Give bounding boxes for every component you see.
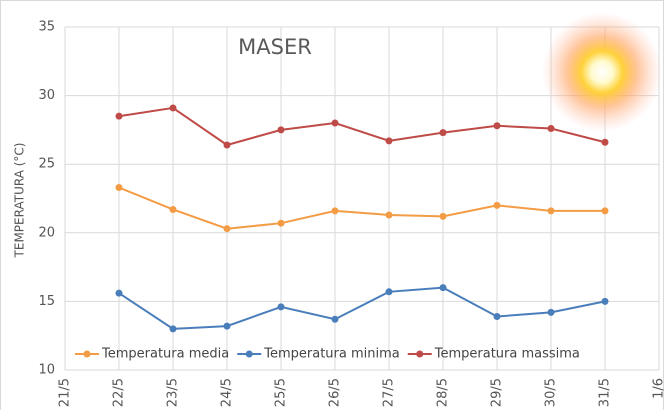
legend-label: Temperatura massima <box>434 347 580 362</box>
data-point <box>223 322 231 330</box>
x-tick-label: 23/5 <box>166 378 181 407</box>
data-point <box>493 122 501 130</box>
y-tick-label: 10 <box>38 363 55 378</box>
data-point <box>115 289 123 297</box>
x-tick-label: 31/5 <box>598 378 613 407</box>
data-point <box>601 138 609 146</box>
y-tick-label: 25 <box>38 157 55 172</box>
data-point <box>547 125 555 133</box>
data-point <box>493 201 501 209</box>
x-tick-label: 24/5 <box>220 378 235 407</box>
data-point <box>493 312 501 320</box>
data-point <box>439 129 447 137</box>
data-point <box>439 284 447 292</box>
data-point <box>277 219 285 227</box>
x-tick-label: 26/5 <box>328 378 343 407</box>
legend-marker <box>83 350 91 358</box>
x-tick-label: 27/5 <box>382 378 397 407</box>
x-tick-label: 1/6 <box>652 378 664 399</box>
data-point <box>223 141 231 149</box>
y-axis-label: TEMPERATURA (°C) <box>13 143 27 259</box>
y-tick-label: 15 <box>38 294 55 309</box>
data-point <box>439 212 447 220</box>
data-point <box>385 288 393 296</box>
y-tick-label: 30 <box>38 88 55 103</box>
y-tick-label: 20 <box>38 225 55 240</box>
data-point <box>547 308 555 316</box>
series-line <box>118 186 605 230</box>
x-tick-label: 25/5 <box>274 378 289 407</box>
data-point <box>169 325 177 333</box>
data-point <box>547 207 555 215</box>
legend-marker <box>416 350 424 358</box>
x-tick-label: 21/5 <box>58 378 73 407</box>
data-point <box>385 137 393 145</box>
data-point <box>331 315 339 323</box>
x-tick-label: 22/5 <box>112 378 127 407</box>
data-point <box>115 112 123 120</box>
sun-icon <box>542 12 662 132</box>
data-point <box>331 207 339 215</box>
data-point <box>331 119 339 127</box>
series-line <box>118 106 606 147</box>
data-point <box>169 205 177 213</box>
y-tick-label: 35 <box>38 20 55 35</box>
x-tick-label: 30/5 <box>544 378 559 407</box>
data-point <box>601 297 609 305</box>
legend-label: Temperatura media <box>101 347 229 362</box>
data-point <box>169 104 177 112</box>
legend-label: Temperatura minima <box>263 347 400 362</box>
data-point <box>277 126 285 134</box>
x-tick-label: 29/5 <box>490 378 505 407</box>
series-line <box>118 286 606 330</box>
data-point <box>601 207 609 215</box>
x-tick-label: 28/5 <box>436 378 451 407</box>
data-point <box>223 225 231 233</box>
data-point <box>115 184 123 192</box>
chart-title: MASER <box>238 35 312 59</box>
data-point <box>277 303 285 311</box>
data-point <box>385 211 393 219</box>
grid <box>64 26 660 371</box>
legend-marker <box>245 350 253 358</box>
